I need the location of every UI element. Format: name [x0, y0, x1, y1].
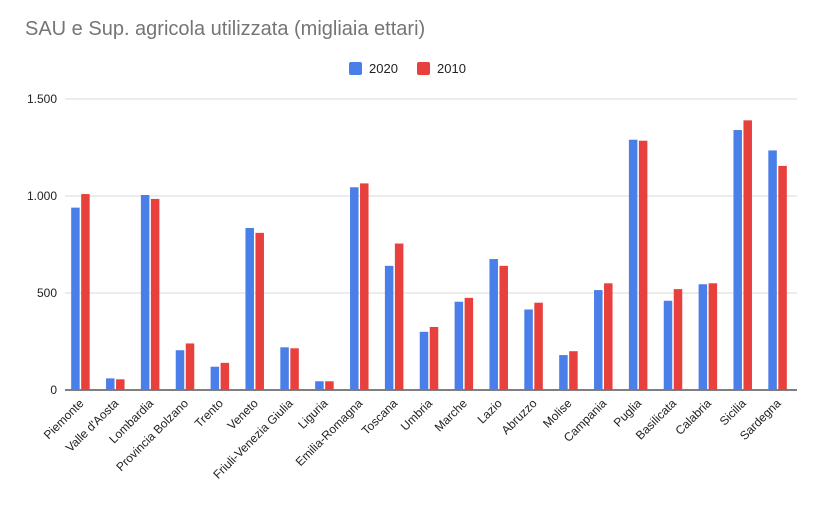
- bar-2020-piemonte: [71, 207, 80, 390]
- y-tick-label: 500: [37, 286, 57, 300]
- bar-2010-lazio: [499, 265, 508, 390]
- y-tick-label: 1.500: [27, 92, 57, 106]
- bar-2020-veneto: [245, 228, 254, 390]
- bar-2020-lazio: [489, 259, 498, 390]
- bar-2020-campania: [594, 290, 603, 390]
- bar-2020-basilicata: [663, 300, 673, 390]
- bar-2020-trento: [210, 366, 220, 390]
- bar-2010-emilia-romagna: [360, 183, 369, 390]
- x-category-label: Trento: [192, 396, 226, 430]
- bar-2010-veneto: [255, 232, 264, 390]
- bar-2020-friuli-venezia-giulia: [280, 347, 289, 390]
- bar-2010-calabria: [708, 283, 718, 390]
- bar-2020-emilia-romagna: [350, 187, 359, 390]
- bar-2010-sicilia: [743, 120, 752, 390]
- bar-2010-sardegna: [778, 165, 787, 390]
- bar-2020-lombardia: [140, 195, 150, 390]
- bar-2020-puglia: [628, 139, 638, 390]
- bar-2020-sardegna: [768, 150, 777, 390]
- x-category-label: Umbria: [398, 396, 435, 433]
- bar-2020-toscana: [384, 265, 394, 390]
- bar-2020-sicilia: [733, 130, 742, 391]
- x-category-label: Toscana: [359, 396, 401, 438]
- y-tick-label: 1.000: [27, 189, 57, 203]
- bar-2010-friuli-venezia-giulia: [290, 348, 299, 390]
- bar-2020-molise: [559, 355, 568, 390]
- bar-2020-marche: [454, 301, 464, 390]
- bar-2010-trento: [220, 362, 230, 390]
- bar-2020-umbria: [419, 331, 429, 390]
- bar-2010-piemonte: [81, 194, 90, 390]
- legend-swatch-2020: [349, 62, 362, 75]
- bar-2020-calabria: [698, 284, 708, 390]
- x-category-label: Abruzzo: [499, 396, 540, 437]
- bar-2020-liguria: [315, 381, 324, 390]
- bar-2010-lombardia: [150, 198, 160, 390]
- bar-2010-puglia: [638, 140, 648, 390]
- bar-2010-toscana: [394, 243, 404, 390]
- bar-2010-abruzzo: [534, 302, 543, 390]
- legend-swatch-2010: [417, 62, 430, 75]
- bars: [71, 120, 787, 391]
- x-category-label: Calabria: [672, 396, 714, 438]
- y-tick-label: 0: [50, 383, 57, 397]
- legend-label-2010: 2010: [437, 61, 466, 76]
- bar-2020-provincia-bolzano: [175, 350, 185, 390]
- x-category-label: Sicilia: [717, 396, 749, 428]
- chart-title: SAU e Sup. agricola utilizzata (migliaia…: [25, 18, 426, 40]
- bar-2010-provincia-bolzano: [185, 343, 195, 390]
- bar-2010-valle-d-aosta: [116, 379, 125, 390]
- legend-label-2020: 2020: [369, 61, 398, 76]
- bar-2020-abruzzo: [524, 309, 533, 390]
- y-axis-tick-labels: 0 500 1.000 1.500: [27, 92, 57, 397]
- bar-2010-basilicata: [673, 289, 683, 390]
- x-category-label: Marche: [432, 396, 470, 434]
- x-category-label: Lazio: [475, 396, 505, 426]
- bar-2020-valle-d-aosta: [106, 378, 115, 390]
- legend: 2020 2010: [349, 61, 466, 76]
- bar-2010-molise: [569, 351, 578, 390]
- bar-2010-liguria: [325, 381, 334, 390]
- bar-2010-campania: [604, 283, 613, 390]
- bar-2010-umbria: [429, 326, 439, 390]
- bar-2010-marche: [464, 297, 474, 390]
